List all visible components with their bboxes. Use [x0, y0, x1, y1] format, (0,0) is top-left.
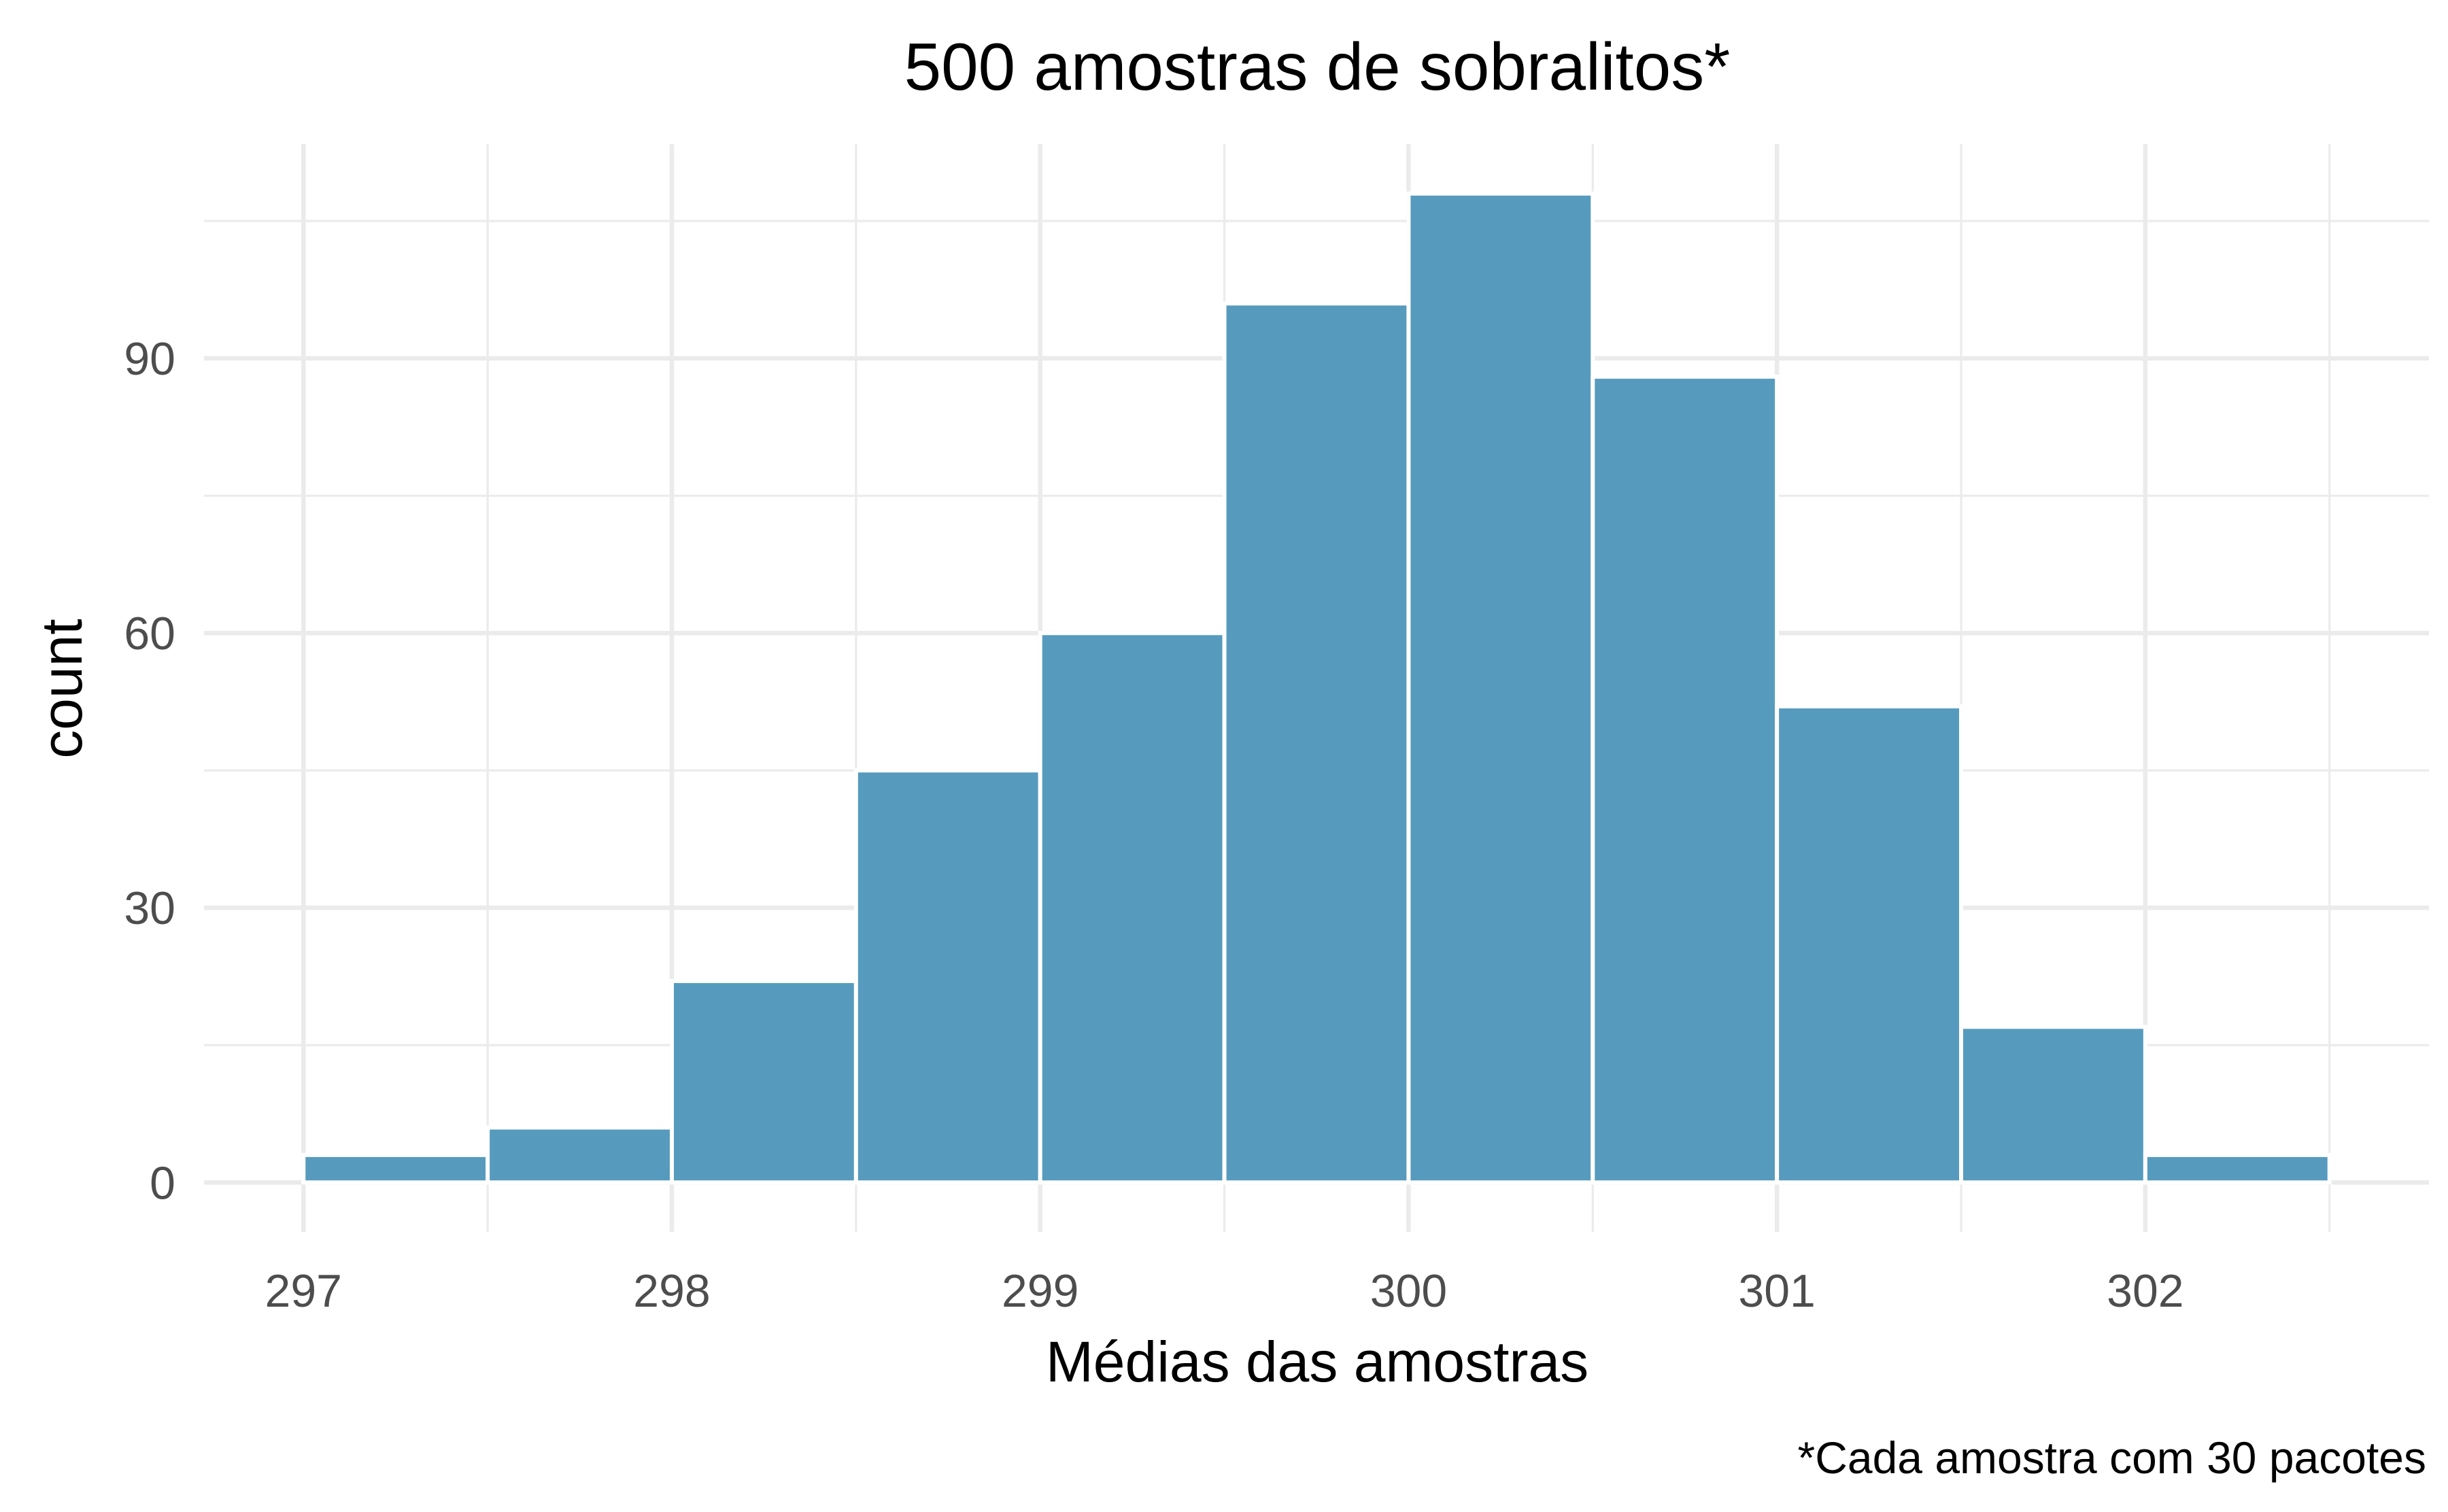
y-tick-label: 30 — [124, 882, 175, 934]
histogram-bar-11 — [2143, 1152, 2332, 1185]
histogram-bars — [301, 191, 2332, 1185]
x-axis-tick-labels: 297 298 299 300 301 302 — [265, 1265, 2184, 1317]
histogram-bar-8 — [1591, 375, 1780, 1185]
x-tick-label: 302 — [2107, 1265, 2183, 1317]
x-tick-label: 299 — [1002, 1265, 1078, 1317]
y-axis-title: count — [30, 619, 94, 759]
x-tick-label: 298 — [633, 1265, 710, 1317]
chart-title: 500 amostras de sobralitos* — [904, 29, 1731, 104]
histogram-bar-2 — [486, 1125, 674, 1185]
y-axis-tick-labels: 0 30 60 90 — [124, 333, 175, 1209]
x-tick-label: 301 — [1738, 1265, 1815, 1317]
histogram-bar-7 — [1406, 191, 1595, 1185]
y-tick-label: 90 — [124, 333, 175, 385]
histogram-bar-3 — [669, 978, 858, 1185]
histogram-bar-10 — [1959, 1025, 2147, 1185]
histogram-bar-6 — [1222, 301, 1411, 1185]
histogram-bar-1 — [301, 1152, 490, 1185]
x-tick-label: 297 — [265, 1265, 342, 1317]
x-axis-title: Médias das amostras — [1046, 1330, 1588, 1394]
y-tick-label: 60 — [124, 608, 175, 659]
histogram-bar-9 — [1775, 704, 1964, 1185]
chart-caption: *Cada amostra com 30 pacotes — [1798, 1432, 2426, 1483]
histogram-bar-4 — [853, 768, 1042, 1185]
y-tick-label: 0 — [150, 1157, 175, 1209]
histogram-bar-5 — [1038, 631, 1227, 1185]
x-tick-label: 300 — [1370, 1265, 1447, 1317]
